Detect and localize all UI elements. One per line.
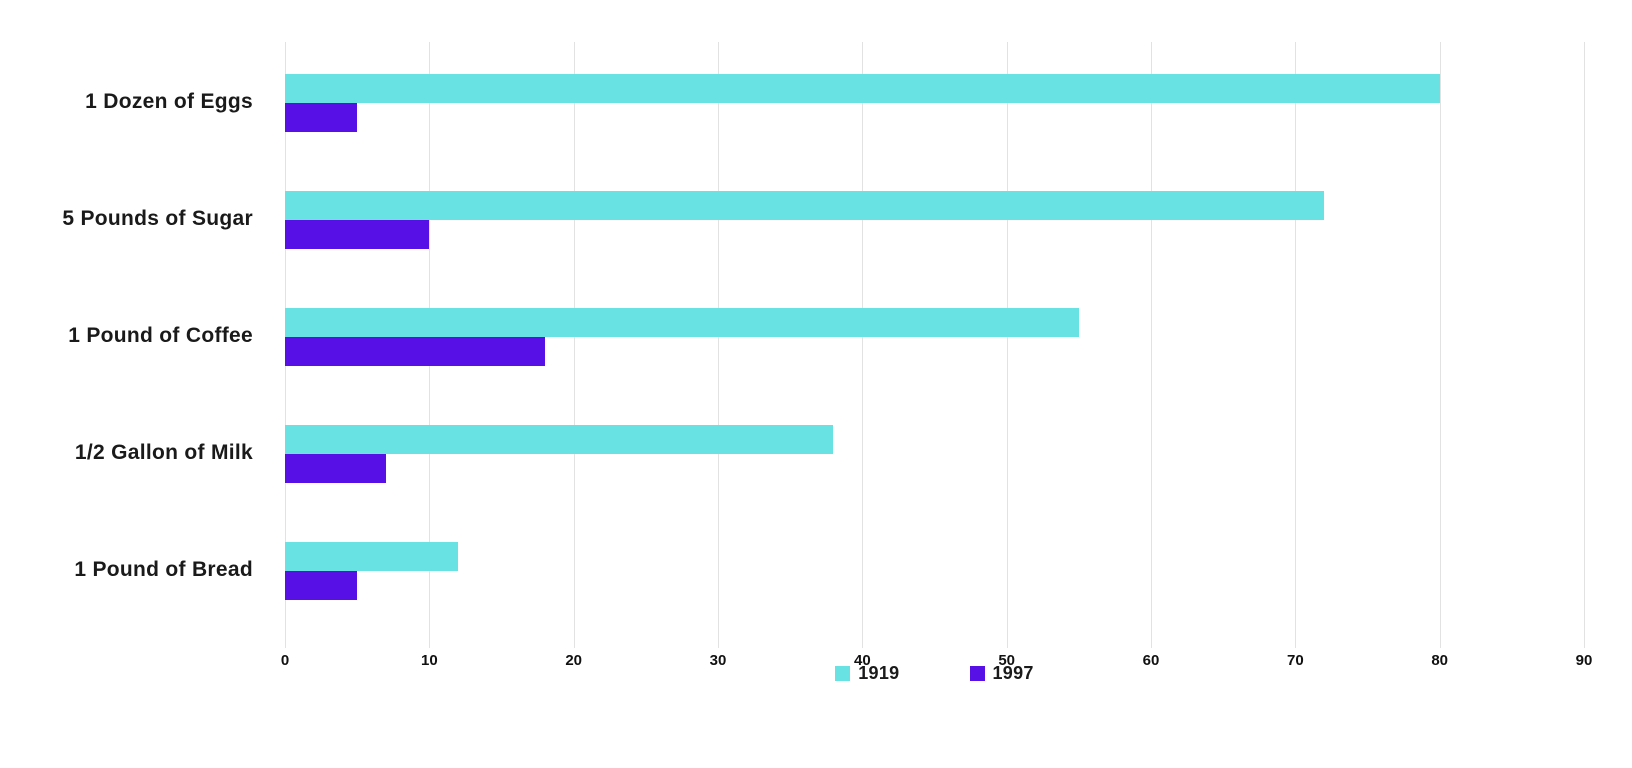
legend-label-1997: 1997 [992, 663, 1034, 683]
x-axis: 0 10 20 30 40 50 60 70 80 90 [281, 648, 1593, 672]
gridline-x-40 [862, 42, 864, 648]
bar-1997-1 [285, 103, 358, 132]
bar-1997-5 [285, 571, 358, 600]
x-tick-label-20: 20 [565, 652, 582, 669]
bar-1919-5 [285, 542, 459, 571]
x-tick-label-70: 70 [1286, 652, 1304, 669]
gridline-x-20 [573, 42, 575, 648]
bar-1997-2 [285, 220, 430, 249]
category-label: 5 Pounds of Sugar [62, 207, 253, 230]
category-label: 1 Pound of Coffee [68, 324, 253, 347]
x-tick-label-0: 0 [280, 652, 290, 669]
chart-row-2: 5 Pounds of Sugar [0, 191, 1632, 249]
category-label: 1 Pound of Bread [74, 558, 253, 581]
bar-1919-3 [285, 308, 1079, 337]
legend-swatch-1919 [835, 666, 851, 681]
legend-item-1919[interactable]: 1919 [835, 663, 899, 684]
category-label: 1/2 Gallon of Milk [74, 441, 253, 464]
legend-label-1919: 1919 [858, 663, 900, 683]
x-tick-label-90: 90 [1575, 652, 1593, 669]
bar-1997-4 [285, 454, 387, 483]
legend: 1919 1997 [285, 663, 1584, 684]
bar-1919-2 [285, 191, 1325, 220]
gridline-x-30 [718, 42, 719, 648]
gridline-x-80 [1439, 42, 1441, 648]
gridline-x-60 [1151, 42, 1152, 648]
chart-row-3: 1 Pound of Coffee [0, 308, 1632, 366]
x-tick-label-50: 50 [998, 652, 1015, 669]
x-tick-label-30: 30 [709, 652, 727, 669]
chart-row-4: 1/2 Gallon of Milk [0, 425, 1632, 483]
category-label: 1 Dozen of Eggs [85, 90, 253, 113]
x-tick-label-80: 80 [1431, 652, 1448, 669]
legend-item-1997[interactable]: 1997 [969, 663, 1034, 684]
x-tick-label-60: 60 [1142, 652, 1160, 669]
chart-row-1: 1 Dozen of Eggs [0, 74, 1632, 132]
chart-row-5: 1 Pound of Bread [0, 542, 1632, 600]
bar-1919-1 [285, 74, 1440, 103]
bar-1919-4 [285, 425, 834, 454]
legend-swatch-1997 [969, 666, 985, 681]
gridline-x-90 [1584, 42, 1585, 648]
gridline-x-50 [1006, 42, 1008, 648]
gridline-x-70 [1295, 42, 1297, 648]
bar-1997-3 [285, 337, 545, 366]
x-tick-label-40: 40 [853, 652, 871, 669]
x-tick-label-10: 10 [420, 652, 438, 669]
